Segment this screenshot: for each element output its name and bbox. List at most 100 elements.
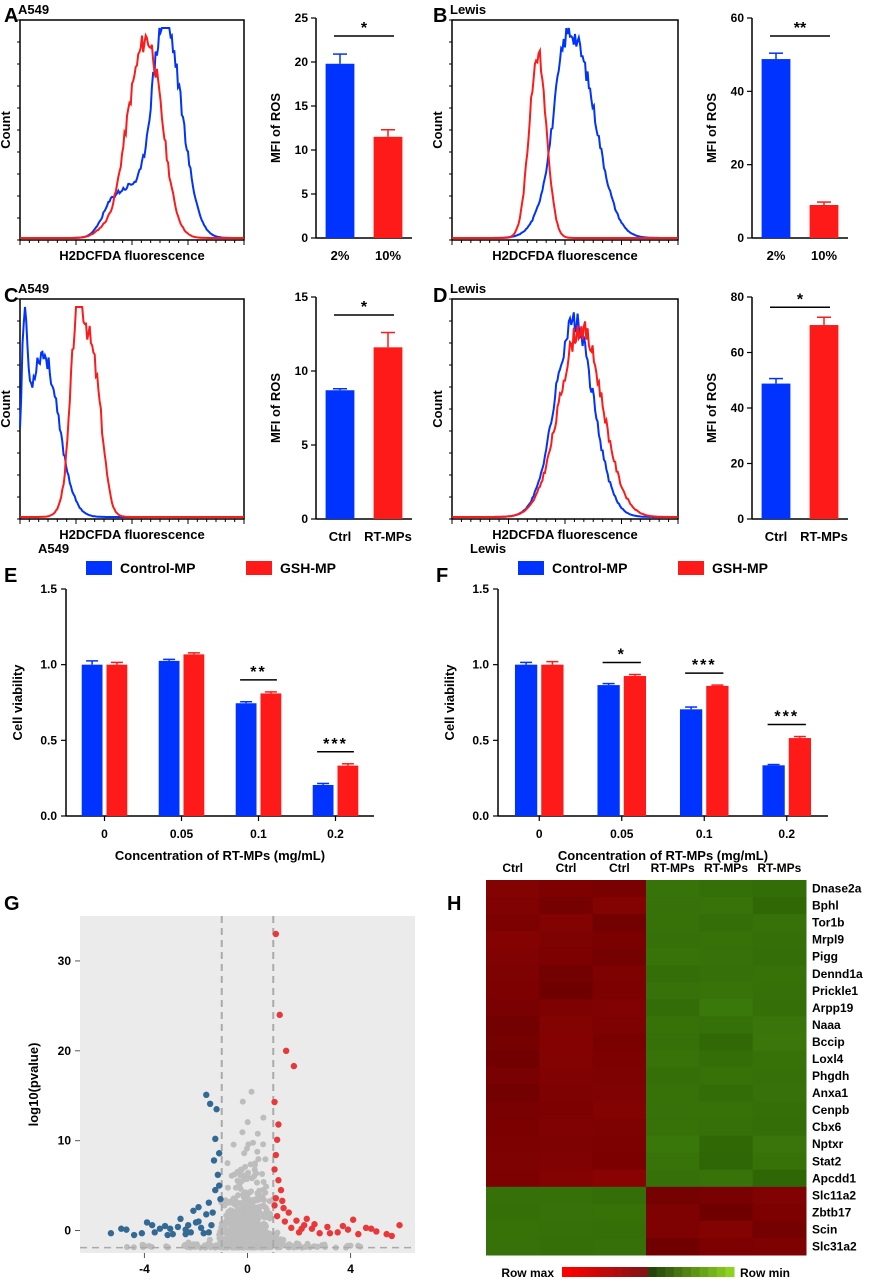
upregulated-point <box>311 1221 318 1228</box>
upregulated-point <box>272 1151 280 1159</box>
upregulated-point <box>383 1230 390 1238</box>
nonsignificant-point <box>237 1210 243 1217</box>
cell-line-label: Lewis <box>470 541 506 556</box>
upregulated-point <box>326 1230 334 1237</box>
heatmap-cell <box>539 1152 594 1171</box>
heatmap-cell <box>646 1067 700 1086</box>
downregulated-point <box>123 1226 130 1233</box>
y-tick-label: 80 <box>731 290 745 304</box>
y-axis-label: log10(pvalue) <box>26 1043 41 1127</box>
y-tick-label: 20 <box>731 457 745 471</box>
significance-stars: *** <box>774 709 799 726</box>
heatmap-cell <box>752 1050 807 1068</box>
upregulated-point <box>373 1228 380 1235</box>
heatmap-cell <box>486 1237 540 1256</box>
upregulated-point <box>275 1177 282 1184</box>
downregulated-point <box>212 1135 219 1143</box>
nonsignificant-point <box>274 1235 281 1242</box>
heatmap-cell <box>592 880 647 898</box>
y-tick-label: 1.5 <box>40 582 57 596</box>
downregulated-point <box>205 1229 213 1236</box>
panel-label-f: F <box>436 565 448 587</box>
heatmap-cell <box>699 1152 754 1171</box>
y-axis-label: Count <box>430 111 445 149</box>
heatmap-cell <box>646 999 700 1017</box>
bar-gsh-mp <box>706 685 729 816</box>
heatmap-cell <box>699 1220 754 1239</box>
nonsignificant-point <box>218 1235 225 1242</box>
heatmap-cell <box>699 1050 754 1068</box>
heatmap-cell <box>486 914 540 932</box>
downregulated-point <box>166 1225 174 1232</box>
nonsignificant-point <box>260 1114 267 1121</box>
legend-label: Control-MP <box>120 560 195 576</box>
nonsignificant-point <box>245 1227 252 1234</box>
bar-control-mp <box>762 765 785 816</box>
upregulated-point <box>277 1186 285 1194</box>
downregulated-point <box>138 1230 146 1237</box>
downregulated-point <box>192 1219 200 1226</box>
downregulated-point <box>107 1230 115 1237</box>
column-label: RT-MPs <box>704 861 748 875</box>
heatmap-cell <box>646 1203 700 1222</box>
bar-gsh-mp <box>106 664 128 816</box>
color-key-segment <box>648 1267 658 1277</box>
downregulated-point <box>206 1100 214 1108</box>
gene-label: Naaa <box>812 1018 841 1032</box>
heatmap-cell <box>699 880 754 898</box>
heatmap-cell <box>699 1067 754 1086</box>
downregulated-point <box>213 1106 220 1113</box>
heatmap-cell <box>486 897 540 915</box>
bar-gsh-mp <box>337 765 359 816</box>
upregulated-point <box>271 1098 278 1106</box>
nonsignificant-point <box>237 1185 244 1192</box>
nonsignificant-point <box>260 1187 266 1193</box>
gene-label: Anxa1 <box>812 1086 848 1100</box>
nonsignificant-point <box>253 1236 260 1243</box>
gene-label: Zbtb17 <box>812 1205 852 1219</box>
heatmap-cell <box>486 1033 540 1051</box>
y-tick-label: 5 <box>301 438 308 452</box>
bar-control-mp <box>597 685 620 816</box>
nonsignificant-point <box>238 1178 245 1185</box>
nonsignificant-point <box>243 1196 250 1203</box>
nonsignificant-point <box>254 1179 260 1186</box>
heatmap-cell <box>539 948 594 966</box>
nonsignificant-point <box>252 1219 259 1226</box>
heatmap-cell <box>539 914 594 932</box>
nonsignificant-point <box>224 1160 231 1167</box>
nonsignificant-point <box>267 1211 274 1218</box>
cell-line-label: Lewis <box>450 2 486 17</box>
upregulated-point <box>276 1011 283 1019</box>
upregulated-point <box>273 1212 281 1220</box>
heatmap-cell <box>646 1033 700 1051</box>
nonsignificant-point <box>229 1209 236 1215</box>
heatmap-cell <box>592 948 647 966</box>
bar-2- <box>325 63 355 239</box>
gene-label: Dennd1a <box>812 967 863 981</box>
y-tick-label: 20 <box>731 158 745 172</box>
histogram-curve-2- <box>20 27 244 239</box>
heatmap-cell <box>486 1186 540 1205</box>
y-tick-label: 0.0 <box>472 809 489 823</box>
heatmap-cell <box>592 1118 647 1137</box>
heatmap-cell <box>752 999 807 1017</box>
downregulated-point <box>187 1229 195 1236</box>
heatmap-cell <box>539 1169 594 1188</box>
nonsignificant-point <box>212 1243 219 1250</box>
color-key-segment <box>622 1267 632 1277</box>
color-key-segment <box>613 1267 623 1277</box>
y-tick-label: 0 <box>301 512 308 526</box>
nonsignificant-point <box>230 1141 237 1148</box>
nonsignificant-point <box>259 1171 266 1177</box>
bar-10- <box>373 136 403 238</box>
heatmap-cell <box>592 982 647 1000</box>
significance-stars: ** <box>250 664 266 681</box>
heatmap-cell <box>486 1135 540 1154</box>
nonsignificant-point <box>239 1098 246 1105</box>
nonsignificant-point <box>247 1201 254 1208</box>
heatmap-cell <box>539 1135 594 1154</box>
nonsignificant-point <box>124 1244 130 1250</box>
nonsignificant-point <box>254 1148 261 1155</box>
